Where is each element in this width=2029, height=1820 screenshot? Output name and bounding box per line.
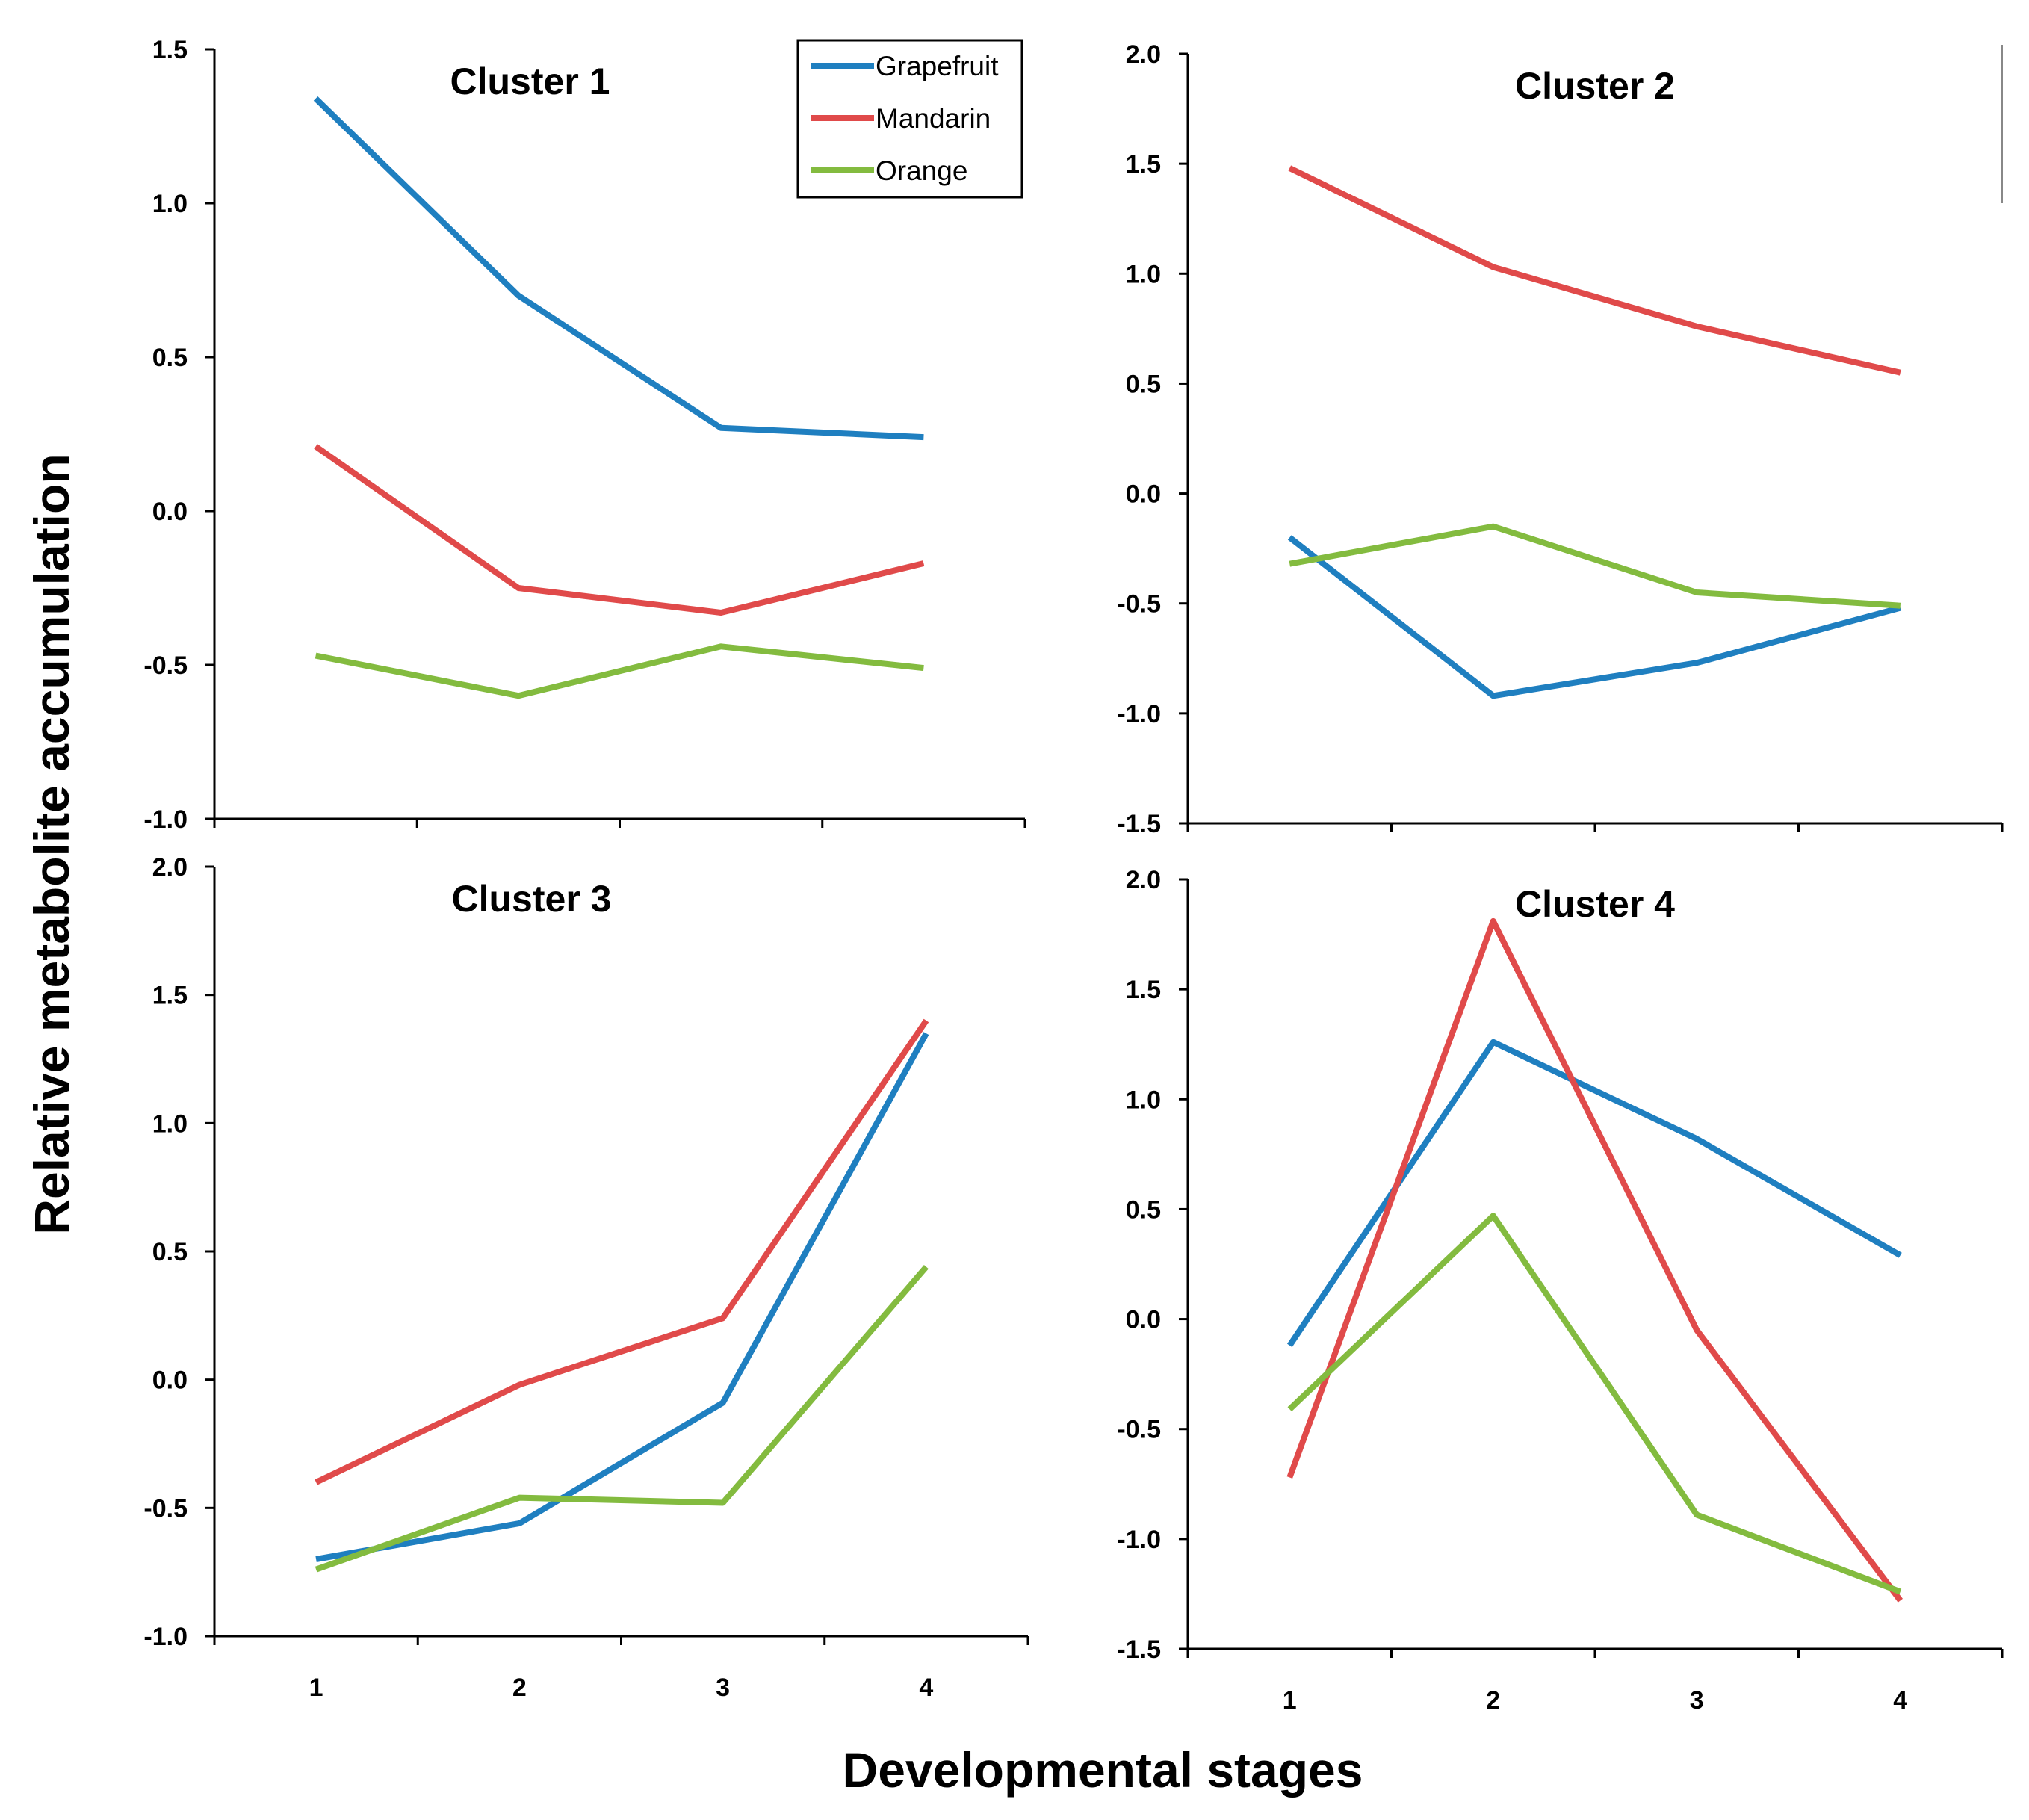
series-line-orange-4: [1287, 1213, 1902, 1595]
y-tick-label-2: 0.5: [1126, 370, 1161, 398]
y-tick-label-1: 1.5: [152, 36, 188, 64]
y-tick-label-2: 2.0: [1126, 40, 1161, 69]
y-tick-label-1: -0.5: [143, 651, 188, 680]
x-tick-label-4: 2: [1486, 1686, 1500, 1715]
panel-cluster-4: 2.0 1.5 1.0 0.5 0.0 -0.5 -1.0 -1.5 1 2 3 4 Cluster 4: [1117, 866, 2004, 1715]
series-line-mandarin-1: [314, 444, 925, 616]
series-line-mandarin-4: [1286, 917, 1903, 1603]
x-tick-label-4: 1: [1283, 1686, 1297, 1715]
x-tick-label-3: 2: [512, 1674, 527, 1702]
y-tick-label-4: 0.0: [1126, 1306, 1161, 1334]
panel-cluster-2: 2.0 1.5 1.0 0.5 0.0 -0.5 -1.0 -1.5 Cluster 2: [1117, 40, 2004, 838]
x-tick-label-3: 4: [919, 1674, 933, 1702]
legend-label-grapefruit: Grapefruit: [876, 51, 999, 81]
series-line-grapefruit-4: [1286, 1039, 1902, 1348]
y-tick-label-4: -0.5: [1117, 1416, 1161, 1444]
x-tick-label-3: 3: [716, 1674, 730, 1702]
panel-title-3: Cluster 3: [452, 878, 612, 920]
series-line-mandarin-2: [1288, 165, 1901, 376]
y-tick-label-3: 1.0: [152, 1109, 188, 1138]
y-tick-label-3: 2.0: [152, 853, 188, 882]
legend: Grapefruit Mandarin Orange: [796, 39, 1023, 199]
y-tick-label-1: 1.0: [152, 190, 188, 218]
x-tick-label-3: 1: [309, 1674, 323, 1702]
series-line-grapefruit-3: [315, 1032, 929, 1562]
series-line-orange-2: [1289, 523, 1901, 609]
y-tick-label-2: 0.0: [1126, 480, 1161, 509]
y-tick-label-1: 0.5: [152, 344, 188, 372]
y-tick-label-4: -1.5: [1117, 1635, 1161, 1664]
y-tick-label-1: -1.0: [143, 805, 188, 834]
y-tick-label-4: 2.0: [1126, 866, 1161, 894]
legend-label-mandarin: Mandarin: [876, 103, 991, 134]
x-axis-title: Developmental stages: [843, 1742, 1363, 1798]
y-tick-label-4: -1.0: [1117, 1526, 1161, 1554]
y-tick-label-4: 1.5: [1126, 976, 1161, 1004]
series-line-mandarin-3: [315, 1018, 929, 1485]
panel-title-4: Cluster 4: [1515, 883, 1675, 925]
y-tick-label-3: -1.0: [143, 1623, 188, 1651]
panels-group: 1.5 1.0 0.5 0.0 -0.5 -1.0 Cluster 1 2.0 1.5 1.0 0.…: [143, 36, 2004, 1715]
y-tick-label-2: 1.5: [1126, 150, 1161, 179]
series-line-orange-1: [315, 643, 924, 699]
panel-title-1: Cluster 1: [450, 61, 610, 102]
panel-title-2: Cluster 2: [1515, 65, 1675, 107]
y-tick-label-2: 1.0: [1126, 260, 1161, 288]
series-line-grapefruit-2: [1287, 535, 1901, 699]
y-tick-label-3: 1.5: [152, 982, 188, 1010]
series-line-orange-3: [315, 1264, 929, 1573]
x-tick-label-4: 4: [1893, 1686, 1907, 1715]
y-axis-title: Relative metabolite accumulation: [24, 454, 79, 1234]
x-tick-label-4: 3: [1690, 1686, 1704, 1715]
y-tick-label-2: -1.0: [1117, 700, 1161, 728]
series-line-grapefruit-1: [313, 96, 924, 441]
y-tick-label-3: -0.5: [143, 1494, 188, 1523]
y-tick-label-2: -1.5: [1117, 810, 1161, 838]
y-tick-label-1: 0.0: [152, 498, 188, 526]
panel-cluster-3: 2.0 1.5 1.0 0.5 0.0 -0.5 -1.0 1 2 3 4 Cluster 3: [143, 853, 1029, 1702]
y-tick-label-4: 1.0: [1126, 1086, 1161, 1114]
y-tick-label-3: 0.0: [152, 1366, 188, 1395]
legend-label-orange: Orange: [876, 155, 967, 186]
panel-cluster-1: 1.5 1.0 0.5 0.0 -0.5 -1.0 Cluster 1: [143, 36, 1026, 834]
y-tick-label-2: -0.5: [1117, 590, 1161, 619]
y-tick-label-3: 0.5: [152, 1238, 188, 1266]
y-tick-label-4: 0.5: [1126, 1195, 1161, 1224]
